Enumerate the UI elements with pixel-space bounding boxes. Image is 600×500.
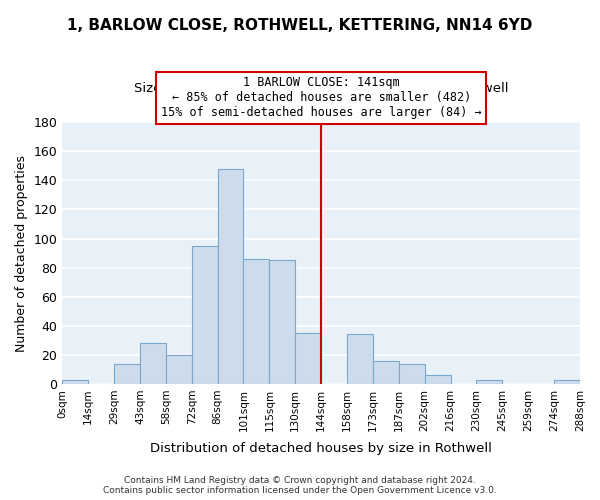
Bar: [244, 259, 269, 384]
Bar: [218, 169, 244, 384]
Bar: [554, 380, 580, 384]
Bar: [62, 380, 88, 384]
Title: Size of property relative to detached houses in Rothwell: Size of property relative to detached ho…: [134, 82, 508, 94]
Bar: [114, 364, 140, 384]
Bar: [347, 334, 373, 384]
Bar: [192, 246, 218, 384]
Bar: [269, 260, 295, 384]
Bar: [295, 333, 321, 384]
Text: Contains HM Land Registry data © Crown copyright and database right 2024.
Contai: Contains HM Land Registry data © Crown c…: [103, 476, 497, 495]
X-axis label: Distribution of detached houses by size in Rothwell: Distribution of detached houses by size …: [150, 442, 492, 455]
Bar: [476, 380, 502, 384]
Text: 1 BARLOW CLOSE: 141sqm
← 85% of detached houses are smaller (482)
15% of semi-de: 1 BARLOW CLOSE: 141sqm ← 85% of detached…: [161, 76, 481, 120]
Bar: [373, 360, 399, 384]
Bar: [140, 343, 166, 384]
Bar: [425, 375, 451, 384]
Bar: [166, 355, 192, 384]
Y-axis label: Number of detached properties: Number of detached properties: [15, 154, 28, 352]
Bar: [399, 364, 425, 384]
Text: 1, BARLOW CLOSE, ROTHWELL, KETTERING, NN14 6YD: 1, BARLOW CLOSE, ROTHWELL, KETTERING, NN…: [67, 18, 533, 32]
